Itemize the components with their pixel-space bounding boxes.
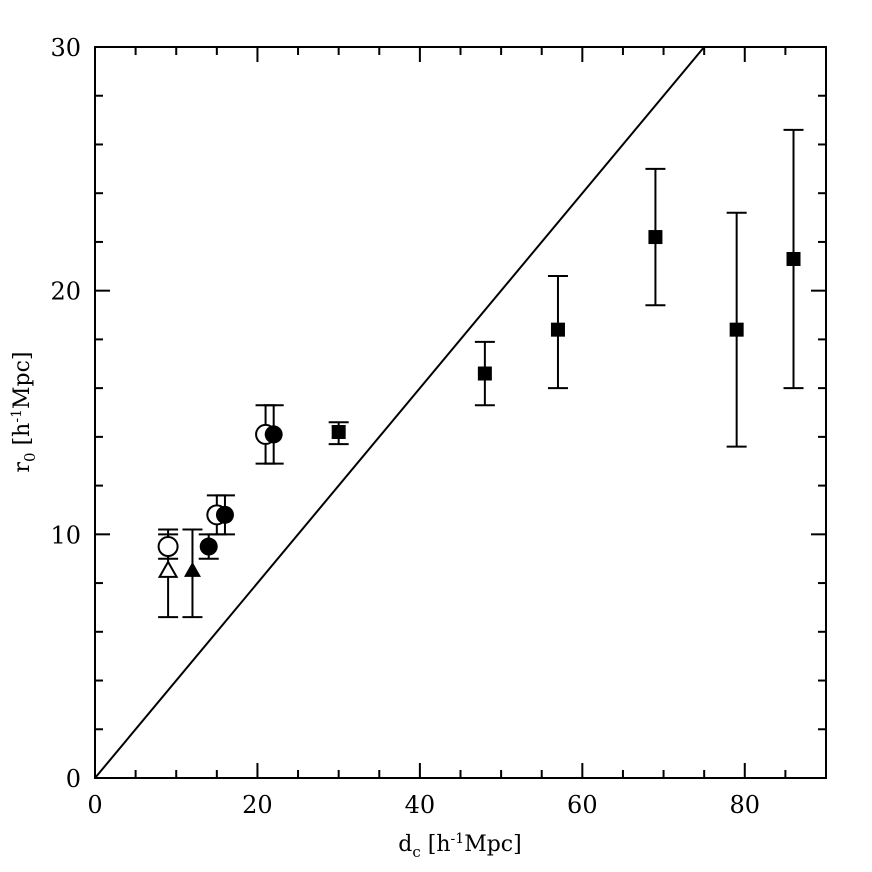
filled-square-point xyxy=(729,322,744,337)
x-tick-label: 80 xyxy=(730,791,761,819)
y-tick-label: 30 xyxy=(50,34,81,62)
filled-square-point xyxy=(550,322,565,337)
filled-triangle-point xyxy=(183,561,201,577)
filled-square-point xyxy=(477,366,492,381)
x-tick-label: 60 xyxy=(567,791,598,819)
y-tick-label: 10 xyxy=(50,521,81,549)
filled-circle-point xyxy=(264,425,283,444)
filled-square-point xyxy=(786,251,801,266)
y-tick-label: 20 xyxy=(50,278,81,306)
filled-circle-point xyxy=(199,537,218,556)
x-tick-label: 0 xyxy=(87,791,102,819)
filled-square-point xyxy=(648,230,663,245)
plot-frame xyxy=(94,46,827,779)
reference-line xyxy=(94,46,705,779)
x-axis-label: dc [h-1Mpc] xyxy=(398,831,521,861)
x-tick-label: 40 xyxy=(405,791,436,819)
y-axis-label: r0 [h-1Mpc] xyxy=(9,352,39,473)
y-tick-label: 0 xyxy=(66,765,81,793)
open-circle-point xyxy=(157,536,179,558)
x-tick-label: 20 xyxy=(242,791,273,819)
filled-square-point xyxy=(331,424,346,439)
axes: 0 20 40 60 80 0 10 20 30 xyxy=(50,34,827,819)
data-layer xyxy=(94,46,804,779)
filled-circle-point xyxy=(215,505,234,524)
open-triangle-point xyxy=(157,559,179,578)
